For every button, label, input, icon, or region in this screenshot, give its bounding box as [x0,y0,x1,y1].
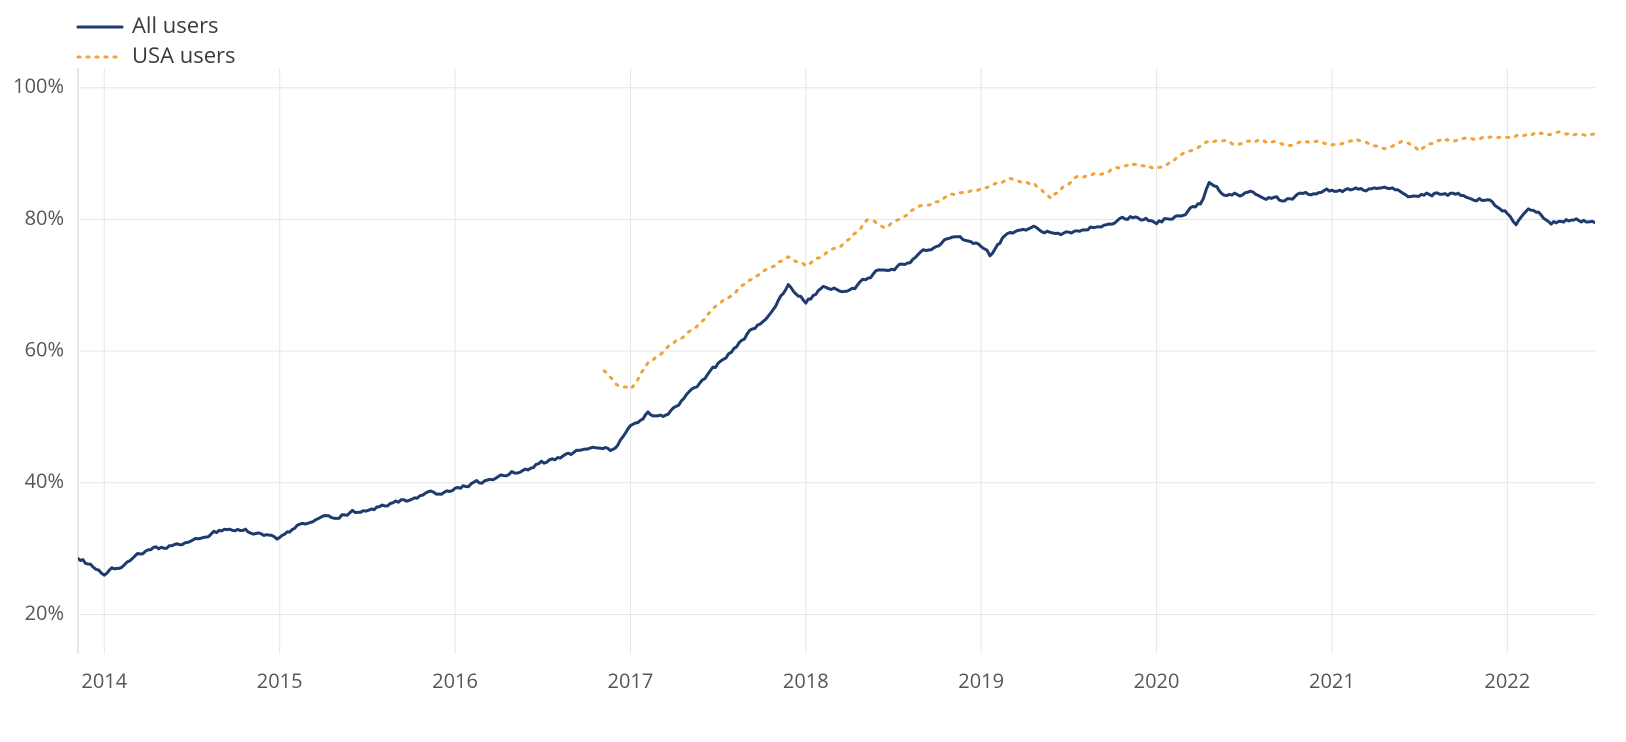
y-tick-label: 40% [25,467,64,494]
y-tick-label: 60% [25,335,64,362]
y-tick-label: 80% [25,204,64,231]
chart-bg [0,0,1626,742]
x-tick-label: 2021 [1309,667,1355,694]
y-tick-label: 100% [13,72,64,99]
x-tick-label: 2016 [432,667,478,694]
y-tick-label: 20% [25,599,64,626]
x-tick-label: 2015 [257,667,303,694]
legend-label-all_users: All users [132,10,219,40]
x-tick-label: 2020 [1134,667,1180,694]
x-tick-label: 2017 [608,667,654,694]
legend-label-usa_users: USA users [132,40,236,70]
chart-svg: 20% 40% 60% 80% 100% 2014 2015 2016 2017 2018 2019… [0,0,1626,742]
x-axis-labels: 2014 2015 2016 2017 2018 2019 2020 2021 2022 [81,667,1530,694]
x-tick-label: 2019 [958,667,1004,694]
x-tick-label: 2022 [1484,667,1530,694]
x-tick-label: 2018 [783,667,829,694]
line-chart: 20% 40% 60% 80% 100% 2014 2015 2016 2017 2018 2019… [0,0,1626,742]
x-tick-label: 2014 [81,667,127,694]
